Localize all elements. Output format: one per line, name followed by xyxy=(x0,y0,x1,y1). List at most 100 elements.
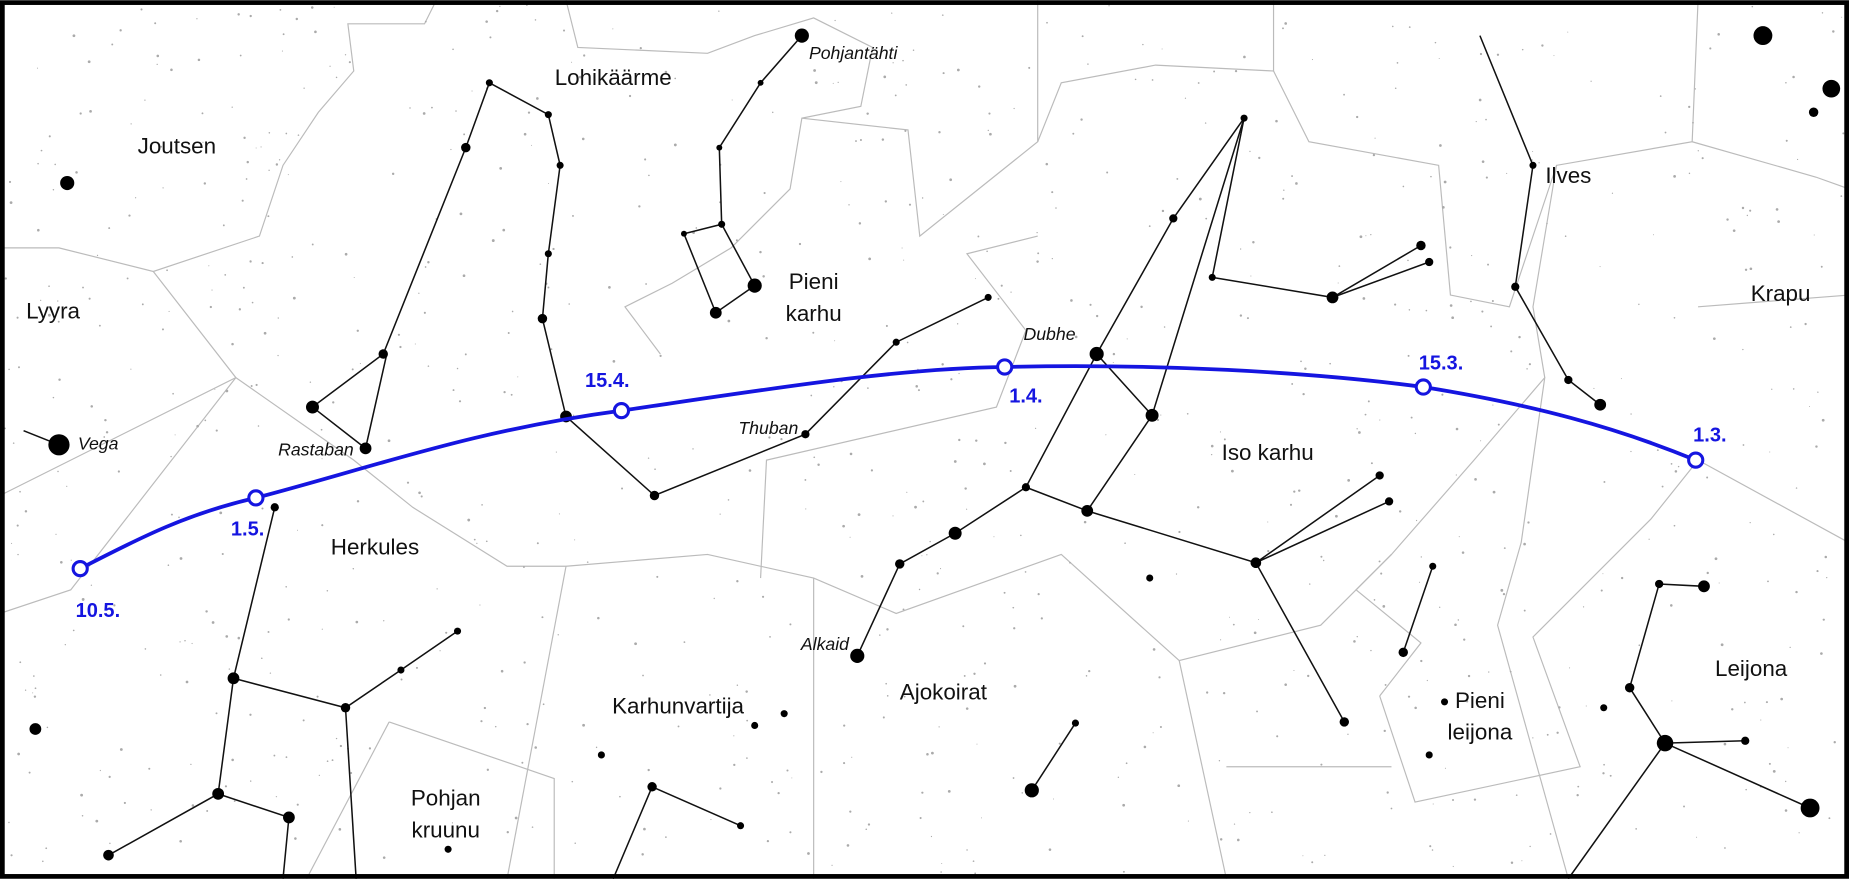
faint-star xyxy=(1768,762,1771,765)
faint-star xyxy=(1600,589,1603,592)
faint-star xyxy=(1659,95,1662,97)
faint-star xyxy=(813,69,816,72)
faint-star xyxy=(1677,465,1680,468)
faint-star xyxy=(1599,266,1601,268)
boundary-line xyxy=(1179,554,1392,662)
star xyxy=(444,845,452,853)
faint-star xyxy=(1488,671,1490,673)
faint-star xyxy=(1252,240,1255,244)
faint-star xyxy=(409,107,411,109)
faint-star xyxy=(57,300,59,302)
faint-star xyxy=(1609,774,1612,777)
faint-star xyxy=(1816,570,1819,573)
faint-star xyxy=(1451,316,1455,320)
faint-star xyxy=(1329,362,1331,365)
faint-star xyxy=(81,597,85,601)
faint-star xyxy=(58,378,61,381)
faint-star xyxy=(1532,737,1534,739)
faint-star xyxy=(1746,214,1749,217)
faint-star xyxy=(870,469,874,472)
star xyxy=(948,526,962,540)
faint-star xyxy=(906,341,909,344)
faint-star xyxy=(628,94,632,98)
faint-star xyxy=(1258,619,1260,621)
faint-star xyxy=(172,392,174,395)
faint-star xyxy=(1590,80,1592,82)
faint-star xyxy=(768,436,771,439)
faint-star xyxy=(356,500,360,503)
star xyxy=(1655,579,1664,589)
faint-star xyxy=(196,18,198,20)
faint-star xyxy=(1441,393,1444,396)
faint-star xyxy=(1496,53,1500,56)
faint-star xyxy=(527,111,531,114)
faint-star xyxy=(1786,302,1789,304)
faint-star xyxy=(179,839,182,843)
star xyxy=(485,79,493,87)
faint-star xyxy=(813,456,816,459)
faint-star xyxy=(1506,172,1508,175)
faint-star xyxy=(1418,581,1421,583)
faint-star xyxy=(420,495,423,498)
faint-star xyxy=(471,90,473,92)
faint-star xyxy=(1431,849,1434,851)
faint-star xyxy=(1475,120,1477,123)
faint-star xyxy=(731,99,733,101)
faint-star xyxy=(975,439,978,442)
faint-star xyxy=(866,112,869,115)
faint-star xyxy=(436,588,438,590)
faint-star xyxy=(1228,616,1230,618)
figure-line xyxy=(108,507,276,856)
figure-line xyxy=(1025,486,1345,723)
faint-star xyxy=(427,365,430,367)
star xyxy=(397,666,405,674)
faint-star xyxy=(123,801,126,805)
faint-star xyxy=(239,54,242,57)
faint-star xyxy=(644,158,647,161)
faint-star xyxy=(1213,70,1216,73)
faint-star xyxy=(674,77,677,80)
faint-star xyxy=(95,819,99,823)
faint-star xyxy=(641,853,644,856)
faint-star xyxy=(980,817,982,819)
boundary-line xyxy=(506,566,567,879)
faint-star xyxy=(353,276,355,279)
faint-star xyxy=(837,81,839,83)
faint-star xyxy=(1553,55,1555,57)
faint-star xyxy=(514,816,518,820)
faint-star xyxy=(249,713,252,716)
faint-star xyxy=(1749,209,1752,212)
faint-star xyxy=(423,311,426,314)
constellation-name: leijona xyxy=(1448,720,1513,745)
faint-star xyxy=(351,368,354,371)
faint-star xyxy=(141,303,144,306)
faint-star xyxy=(57,320,60,323)
faint-star xyxy=(1234,70,1238,73)
faint-star xyxy=(250,780,252,782)
faint-star xyxy=(24,689,27,691)
star xyxy=(895,559,905,569)
figure-line xyxy=(1402,566,1434,653)
faint-star xyxy=(414,343,416,345)
faint-star xyxy=(786,769,789,772)
faint-star xyxy=(938,726,940,728)
faint-star xyxy=(1158,676,1161,679)
faint-star xyxy=(713,597,715,600)
faint-star xyxy=(238,308,241,311)
faint-star xyxy=(481,504,483,506)
faint-star xyxy=(659,354,662,357)
faint-star xyxy=(297,529,299,531)
constellation-name: Ajokoirat xyxy=(900,680,988,705)
faint-star xyxy=(914,505,917,509)
faint-star xyxy=(1541,44,1544,47)
faint-star xyxy=(269,672,272,674)
faint-star xyxy=(886,695,889,697)
faint-star xyxy=(37,228,40,232)
faint-star xyxy=(1291,383,1294,385)
faint-star xyxy=(1300,360,1302,363)
faint-star xyxy=(568,303,570,305)
faint-star xyxy=(228,668,231,670)
faint-star xyxy=(126,277,129,280)
faint-star xyxy=(1731,708,1734,711)
